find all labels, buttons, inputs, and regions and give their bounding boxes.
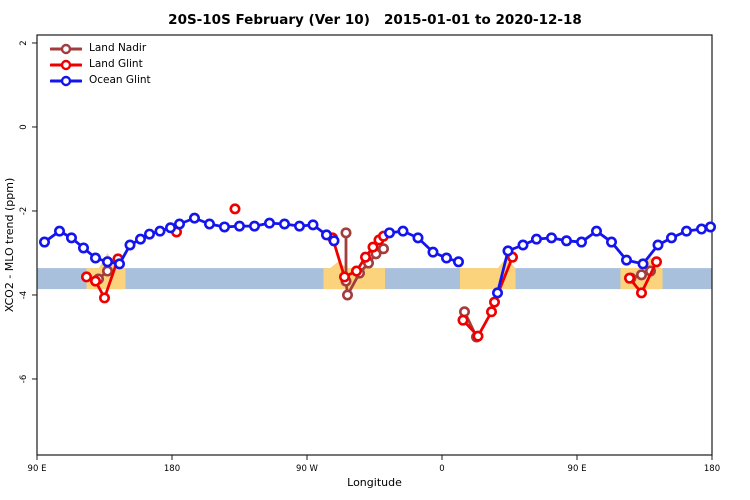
data-point-ocean-glint — [165, 222, 177, 234]
data-point-land-glint — [367, 241, 379, 253]
data-point-land-glint — [229, 203, 241, 215]
x-tick-label: 180 — [704, 464, 720, 474]
data-point-ocean-glint — [637, 258, 649, 270]
x-tick-label: 90 E — [28, 464, 47, 474]
data-point-ocean-glint — [90, 252, 102, 264]
data-point-ocean-glint — [605, 236, 617, 248]
legend-marker-icon — [50, 59, 82, 70]
data-point-land-glint — [350, 265, 362, 277]
data-point-land-glint — [485, 306, 497, 318]
data-point-land-glint — [81, 271, 93, 283]
data-point-ocean-glint — [491, 287, 503, 299]
legend-marker-icon — [50, 75, 82, 86]
data-point-ocean-glint — [174, 218, 186, 230]
data-point-ocean-glint — [189, 212, 201, 224]
data-point-ocean-glint — [278, 218, 290, 230]
legend: Land Nadir Land Glint Ocean Glint — [50, 41, 151, 88]
data-point-land-glint — [90, 275, 102, 287]
data-point-ocean-glint — [560, 235, 572, 247]
x-tick-label: 90 W — [296, 464, 319, 474]
data-point-ocean-glint — [517, 239, 529, 251]
data-point-ocean-glint — [383, 227, 395, 239]
data-point-ocean-glint — [38, 236, 50, 248]
series-line-ocean-glint — [496, 225, 712, 295]
y-tick-label: -2 — [19, 207, 29, 215]
data-point-ocean-glint — [502, 245, 514, 257]
data-point-ocean-glint — [263, 217, 275, 229]
data-point-ocean-glint — [397, 225, 409, 237]
y-tick-label: -6 — [19, 375, 29, 383]
data-point-ocean-glint — [154, 225, 166, 237]
legend-item-land-glint: Land Glint — [50, 57, 151, 72]
highlight-patch — [323, 268, 385, 290]
data-point-land-nadir — [458, 306, 470, 318]
data-point-ocean-glint — [652, 239, 664, 251]
highlight-patch-peak — [329, 261, 348, 269]
data-point-land-nadir — [377, 243, 389, 255]
y-tick-label: 0 — [19, 124, 29, 129]
data-point-ocean-glint — [704, 221, 716, 233]
data-point-ocean-glint — [135, 233, 147, 245]
data-point-ocean-glint — [545, 232, 557, 244]
data-point-ocean-glint — [328, 235, 340, 247]
data-point-land-nadir — [340, 227, 352, 239]
data-point-land-glint — [472, 330, 484, 342]
data-point-land-glint — [359, 251, 371, 263]
x-tick-label: 0 — [439, 464, 444, 474]
data-point-ocean-glint — [114, 258, 126, 270]
data-point-ocean-glint — [249, 220, 261, 232]
data-point-land-nadir — [102, 265, 114, 277]
y-tick-label: -4 — [19, 291, 29, 299]
data-point-ocean-glint — [452, 256, 464, 268]
legend-item-label: Land Nadir — [89, 42, 147, 54]
data-point-ocean-glint — [307, 219, 319, 231]
data-point-ocean-glint — [204, 218, 216, 230]
data-point-ocean-glint — [293, 220, 305, 232]
data-point-land-glint — [99, 292, 111, 304]
data-point-ocean-glint — [440, 252, 452, 264]
data-point-land-glint — [338, 271, 350, 283]
x-axis-label: Longitude — [347, 476, 402, 489]
legend-item-label: Ocean Glint — [89, 74, 151, 86]
chart-title: 20S-10S February (Ver 10) 2015-01-01 to … — [168, 12, 582, 28]
series-line-ocean-glint — [43, 216, 336, 266]
legend-item-land-nadir: Land Nadir — [50, 41, 151, 56]
data-point-ocean-glint — [665, 232, 677, 244]
y-tick-label: 2 — [19, 40, 29, 45]
legend-item-ocean-glint: Ocean Glint — [50, 73, 151, 88]
data-point-ocean-glint — [78, 242, 90, 254]
data-point-ocean-glint — [695, 223, 707, 235]
legend-item-label: Land Glint — [89, 58, 143, 70]
data-point-land-glint — [623, 272, 635, 284]
data-point-ocean-glint — [219, 221, 231, 233]
x-tick-label: 90 E — [568, 464, 587, 474]
data-point-ocean-glint — [234, 220, 246, 232]
data-point-land-nadir — [635, 269, 647, 281]
plot-border — [36, 34, 713, 456]
legend-marker-icon — [50, 43, 82, 54]
data-point-ocean-glint — [412, 232, 424, 244]
data-point-ocean-glint — [66, 232, 78, 244]
data-point-ocean-glint — [575, 236, 587, 248]
data-point-ocean-glint — [124, 239, 136, 251]
data-point-land-glint — [650, 256, 662, 268]
data-point-ocean-glint — [590, 225, 602, 237]
data-point-ocean-glint — [53, 225, 65, 237]
data-point-land-glint — [488, 296, 500, 308]
highlight-patch-peak — [497, 257, 516, 269]
data-point-land-nadir — [341, 289, 353, 301]
data-point-ocean-glint — [620, 254, 632, 266]
data-point-ocean-glint — [102, 256, 114, 268]
data-point-ocean-glint — [144, 228, 156, 240]
data-point-ocean-glint — [427, 246, 439, 258]
data-point-ocean-glint — [530, 233, 542, 245]
data-point-ocean-glint — [680, 225, 692, 237]
data-point-ocean-glint — [320, 229, 332, 241]
data-point-land-glint — [635, 287, 647, 299]
x-tick-label: 180 — [164, 464, 180, 474]
data-point-land-glint — [457, 314, 469, 326]
